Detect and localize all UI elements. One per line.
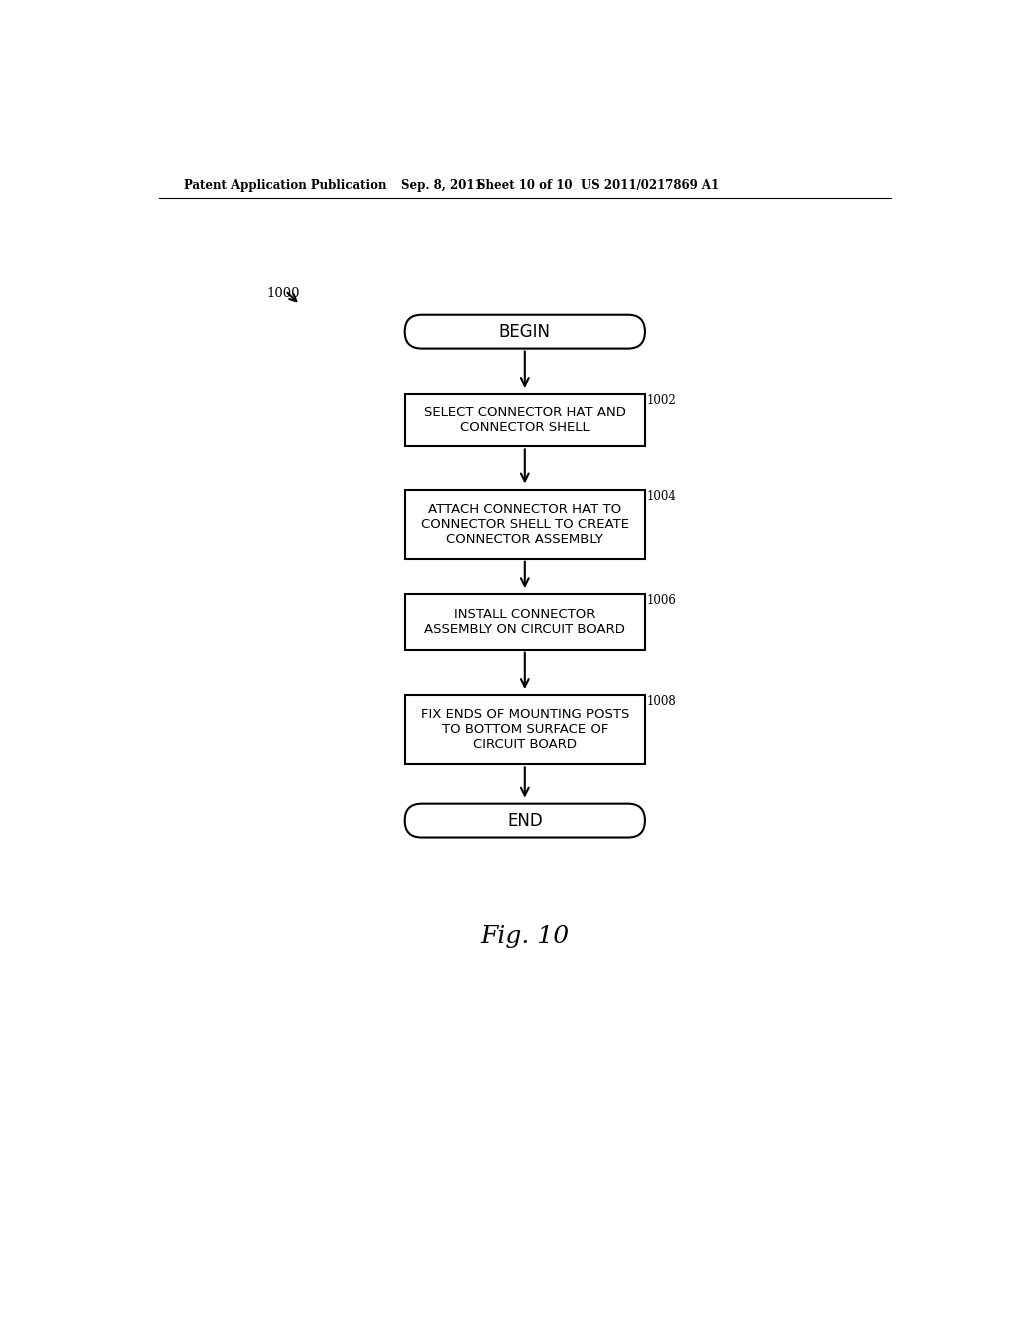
Text: ATTACH CONNECTOR HAT TO
CONNECTOR SHELL TO CREATE
CONNECTOR ASSEMBLY: ATTACH CONNECTOR HAT TO CONNECTOR SHELL … — [421, 503, 629, 545]
Text: US 2011/0217869 A1: US 2011/0217869 A1 — [582, 178, 720, 191]
Text: 1002: 1002 — [646, 395, 676, 407]
Text: Fig. 10: Fig. 10 — [480, 924, 569, 948]
Text: Patent Application Publication: Patent Application Publication — [183, 178, 386, 191]
Text: 1006: 1006 — [646, 594, 676, 607]
Text: 1008: 1008 — [646, 696, 676, 708]
Text: END: END — [507, 812, 543, 829]
Text: Sheet 10 of 10: Sheet 10 of 10 — [477, 178, 572, 191]
Text: SELECT CONNECTOR HAT AND
CONNECTOR SHELL: SELECT CONNECTOR HAT AND CONNECTOR SHELL — [424, 407, 626, 434]
Text: FIX ENDS OF MOUNTING POSTS
TO BOTTOM SURFACE OF
CIRCUIT BOARD: FIX ENDS OF MOUNTING POSTS TO BOTTOM SUR… — [421, 709, 629, 751]
Text: INSTALL CONNECTOR
ASSEMBLY ON CIRCUIT BOARD: INSTALL CONNECTOR ASSEMBLY ON CIRCUIT BO… — [424, 609, 626, 636]
Text: 1000: 1000 — [266, 286, 299, 300]
Text: BEGIN: BEGIN — [499, 322, 551, 341]
Text: Sep. 8, 2011: Sep. 8, 2011 — [400, 178, 482, 191]
Text: 1004: 1004 — [646, 490, 676, 503]
